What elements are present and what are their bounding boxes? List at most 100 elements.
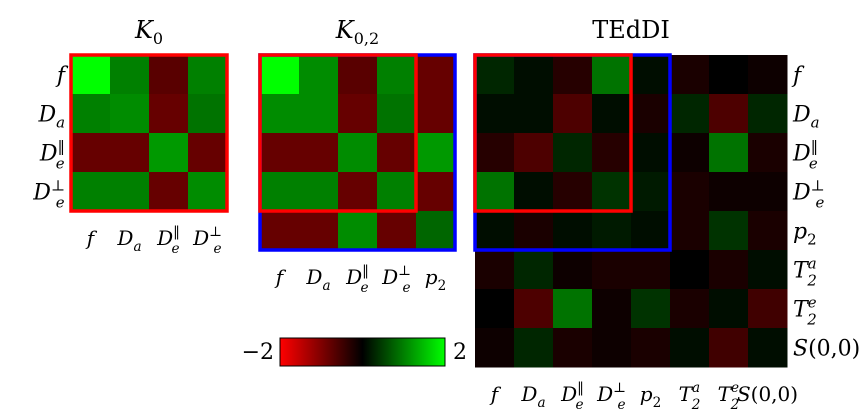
- heatmap-panel-1: K0,2 f Da D‖ e D⊥ e p2: [258, 16, 457, 296]
- heatmap-cell-1-3-4: [416, 172, 456, 212]
- heatmap-cell-2-2-0: [475, 133, 515, 173]
- heatmap-cell-1-1-1: [299, 94, 339, 134]
- heatmap-cell-2-0-7: [748, 55, 788, 95]
- heatmap-cell-0-0-3: [188, 55, 228, 95]
- heatmap-cell-0-1-1: [110, 94, 150, 134]
- heatmap-cell-1-0-3: [377, 55, 417, 95]
- heatmap-cell-2-2-4: [631, 133, 671, 173]
- heatmap-cell-1-0-4: [416, 55, 456, 95]
- heatmap-cell-0-1-2: [149, 94, 189, 134]
- row-label-0-0: f: [55, 64, 69, 89]
- heatmap-cell-1-3-0: [260, 172, 300, 212]
- heatmap-cell-2-7-0: [475, 328, 515, 368]
- col-label-2-3: D⊥ e: [596, 380, 626, 413]
- heatmap-cell-1-0-2: [338, 55, 378, 95]
- heatmap-cell-2-5-4: [631, 250, 671, 290]
- heatmap-cell-0-3-2: [149, 172, 189, 212]
- row-label-2-1: Da: [792, 103, 820, 132]
- heatmap-cell-2-1-1: [514, 94, 554, 134]
- heatmap-cell-2-7-3: [592, 328, 632, 368]
- heatmap-cell-2-0-5: [670, 55, 710, 95]
- col-label-2-7: S(0,0): [737, 382, 798, 406]
- heatmap-cell-2-1-0: [475, 94, 515, 134]
- heatmap-cell-2-1-3: [592, 94, 632, 134]
- heatmap-cell-0-1-3: [188, 94, 228, 134]
- col-label-0-3: D⊥ e: [192, 224, 222, 257]
- heatmap-cell-2-3-1: [514, 172, 554, 212]
- heatmap-cell-2-3-7: [748, 172, 788, 212]
- col-label-2-4: p2: [640, 382, 661, 411]
- highlight-box-0-0: [69, 53, 229, 213]
- col-label-2-0: f: [489, 382, 502, 406]
- col-label-0-2: D‖ e: [156, 224, 180, 257]
- heatmap-cell-2-2-6: [709, 133, 749, 173]
- heatmap-cell-1-4-0: [260, 211, 300, 251]
- heatmap-cell-2-0-6: [709, 55, 749, 95]
- row-label-2-4: p2: [793, 220, 817, 249]
- col-label-1-0: f: [274, 265, 287, 289]
- highlight-box-2-1: [473, 53, 633, 213]
- heatmap-cell-2-5-7: [748, 250, 788, 290]
- col-label-0-0: f: [85, 226, 98, 250]
- heatmap-cell-2-2-3: [592, 133, 632, 173]
- heatmap-cell-1-3-3: [377, 172, 417, 212]
- heatmap-cell-2-1-6: [709, 94, 749, 134]
- heatmap-panel-2: TEdDI f Da D‖ e D⊥ e p2 Ta 2 Te 2 S(0,0) f Da D‖ e D…: [473, 16, 860, 413]
- heatmap-cell-1-1-2: [338, 94, 378, 134]
- heatmap-cell-2-4-5: [670, 211, 710, 251]
- heatmap-cell-2-7-7: [748, 328, 788, 368]
- heatmap-cell-2-4-2: [553, 211, 593, 251]
- heatmap-cell-2-7-1: [514, 328, 554, 368]
- heatmap-cell-2-6-0: [475, 289, 515, 329]
- col-label-1-3: D⊥ e: [381, 263, 411, 296]
- heatmap-cell-2-4-0: [475, 211, 515, 251]
- heatmap-cell-2-5-5: [670, 250, 710, 290]
- heatmap-cell-2-0-0: [475, 55, 515, 95]
- heatmap-cell-1-1-3: [377, 94, 417, 134]
- heatmap-cell-2-4-3: [592, 211, 632, 251]
- heatmap-cell-0-2-1: [110, 133, 150, 173]
- heatmap-cell-0-2-3: [188, 133, 228, 173]
- row-label-2-0: f: [791, 64, 805, 89]
- col-label-2-1: Da: [520, 382, 545, 411]
- row-label-2-7: S(0,0): [793, 337, 860, 362]
- heatmap-cell-1-2-4: [416, 133, 456, 173]
- heatmap-cell-2-7-5: [670, 328, 710, 368]
- heatmap-cell-1-4-3: [377, 211, 417, 251]
- heatmap-cell-1-3-1: [299, 172, 339, 212]
- heatmap-cell-2-0-2: [553, 55, 593, 95]
- heatmap-cell-2-6-5: [670, 289, 710, 329]
- heatmap-cell-2-6-3: [592, 289, 632, 329]
- heatmap-cell-2-6-1: [514, 289, 554, 329]
- heatmap-cell-2-4-1: [514, 211, 554, 251]
- heatmap-cell-2-0-1: [514, 55, 554, 95]
- heatmap-cell-2-2-7: [748, 133, 788, 173]
- heatmap-cell-1-3-2: [338, 172, 378, 212]
- row-label-0-1: Da: [37, 103, 65, 132]
- heatmap-cell-2-5-3: [592, 250, 632, 290]
- col-label-0-1: Da: [116, 226, 141, 255]
- heatmap-cell-0-0-2: [149, 55, 189, 95]
- heatmap-cell-1-2-3: [377, 133, 417, 173]
- colorbar: [279, 337, 446, 367]
- heatmap-cell-2-3-4: [631, 172, 671, 212]
- row-label-2-2: D‖ e: [792, 138, 818, 173]
- col-label-1-1: Da: [305, 265, 330, 294]
- heatmap-cell-1-4-2: [338, 211, 378, 251]
- panel-title-2: TEdDI: [592, 16, 670, 44]
- heatmap-cell-1-2-1: [299, 133, 339, 173]
- heatmap-cell-2-7-2: [553, 328, 593, 368]
- heatmap-cell-0-3-0: [71, 172, 111, 212]
- heatmap-cell-1-0-0: [260, 55, 300, 95]
- heatmap-cell-1-2-2: [338, 133, 378, 173]
- heatmap-cell-1-2-0: [260, 133, 300, 173]
- heatmap-cell-0-0-0: [71, 55, 111, 95]
- heatmap-cell-2-3-0: [475, 172, 515, 212]
- heatmap-cell-0-3-3: [188, 172, 228, 212]
- heatmap-cell-2-1-4: [631, 94, 671, 134]
- row-label-2-6: Te 2: [793, 294, 817, 329]
- heatmap-cell-2-2-5: [670, 133, 710, 173]
- col-label-2-2: D‖ e: [560, 380, 584, 413]
- heatmap-panel-0: K0 f Da D‖ e D⊥ e f Da D‖ e D⊥ e: [32, 16, 229, 257]
